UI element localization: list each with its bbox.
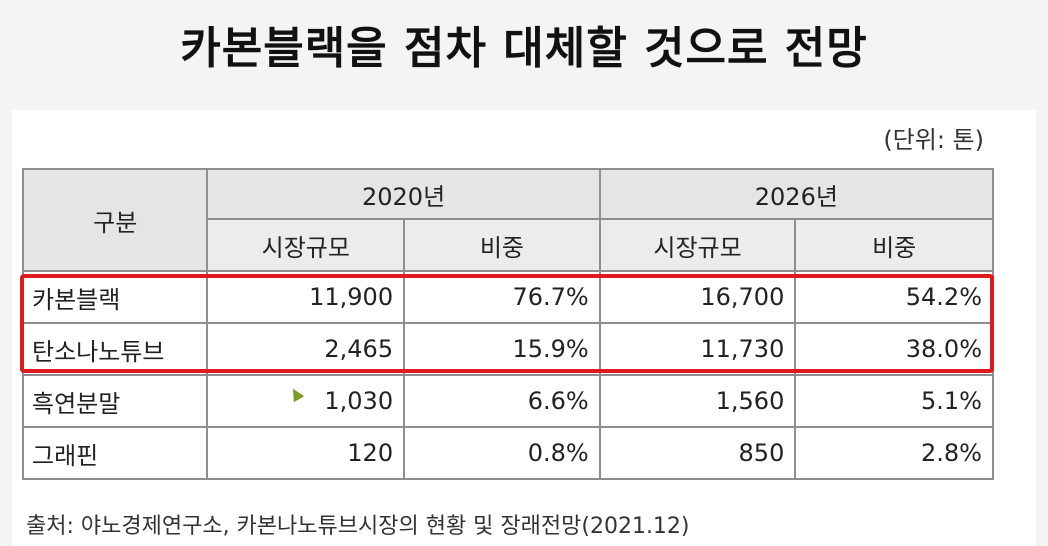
share-2020: 15.9% — [403, 322, 601, 376]
header-year-2020: 2020년 — [206, 168, 601, 220]
header-category: 구분 — [21, 168, 209, 272]
share-2020: 0.8% — [403, 426, 601, 480]
unit-note: (단위: 톤) — [883, 126, 984, 154]
market-size-2026: 850 — [598, 426, 797, 480]
market-table: 구분 2020년 2026년 시장규모 비중 시장규모 비중 카본블랙 11,9… — [21, 168, 995, 480]
share-2026: 54.2% — [794, 270, 994, 324]
share-2026: 2.8% — [794, 426, 994, 480]
page-title: 카본블랙을 점차 대체할 것으로 전망 — [180, 23, 868, 74]
row-name: 탄소나노튜브 — [21, 322, 209, 376]
header-share-2026: 비중 — [794, 218, 994, 272]
row-name: 흑연분말 — [21, 374, 209, 428]
header-row-years: 구분 2020년 2026년 — [21, 168, 995, 272]
market-size-2020: 2,465 — [206, 322, 406, 376]
market-size-2026: 1,560 — [598, 374, 797, 428]
share-2020: 76.7% — [403, 270, 601, 324]
header-row-metrics: 시장규모 비중 시장규모 비중 — [23, 218, 994, 272]
header-market-size-2026: 시장규모 — [598, 218, 797, 272]
table-panel: (단위: 톤) 구분 2020년 2026년 시장규모 비중 시장규모 비중 카… — [12, 110, 1036, 546]
market-size-2026: 11,730 — [598, 322, 797, 376]
header-share-2020: 비중 — [403, 218, 601, 272]
market-size-2020: 11,900 — [206, 270, 406, 324]
table-row: 탄소나노튜브 2,465 15.9% 11,730 38.0% — [21, 322, 994, 376]
share-2026: 38.0% — [794, 322, 994, 376]
row-name: 카본블랙 — [21, 270, 209, 324]
row-name: 그래핀 — [21, 426, 209, 480]
table-row: 카본블랙 11,900 76.7% 16,700 54.2% — [21, 270, 994, 324]
table-row: 흑연분말 1,030 6.6% 1,560 5.1% — [21, 374, 994, 428]
market-size-2020: 1,030 — [206, 374, 406, 428]
header-year-2026: 2026년 — [598, 168, 995, 220]
share-2020: 6.6% — [403, 374, 601, 428]
table-row: 그래핀 120 0.8% 850 2.8% — [21, 426, 994, 480]
market-size-2026: 16,700 — [598, 270, 797, 324]
source-note: 출처: 야노경제연구소, 카본나노튜브시장의 현황 및 장래전망(2021.12… — [26, 514, 690, 539]
share-2026: 5.1% — [794, 374, 994, 428]
header-market-size-2020: 시장규모 — [206, 218, 406, 272]
market-size-2020: 120 — [206, 426, 406, 480]
